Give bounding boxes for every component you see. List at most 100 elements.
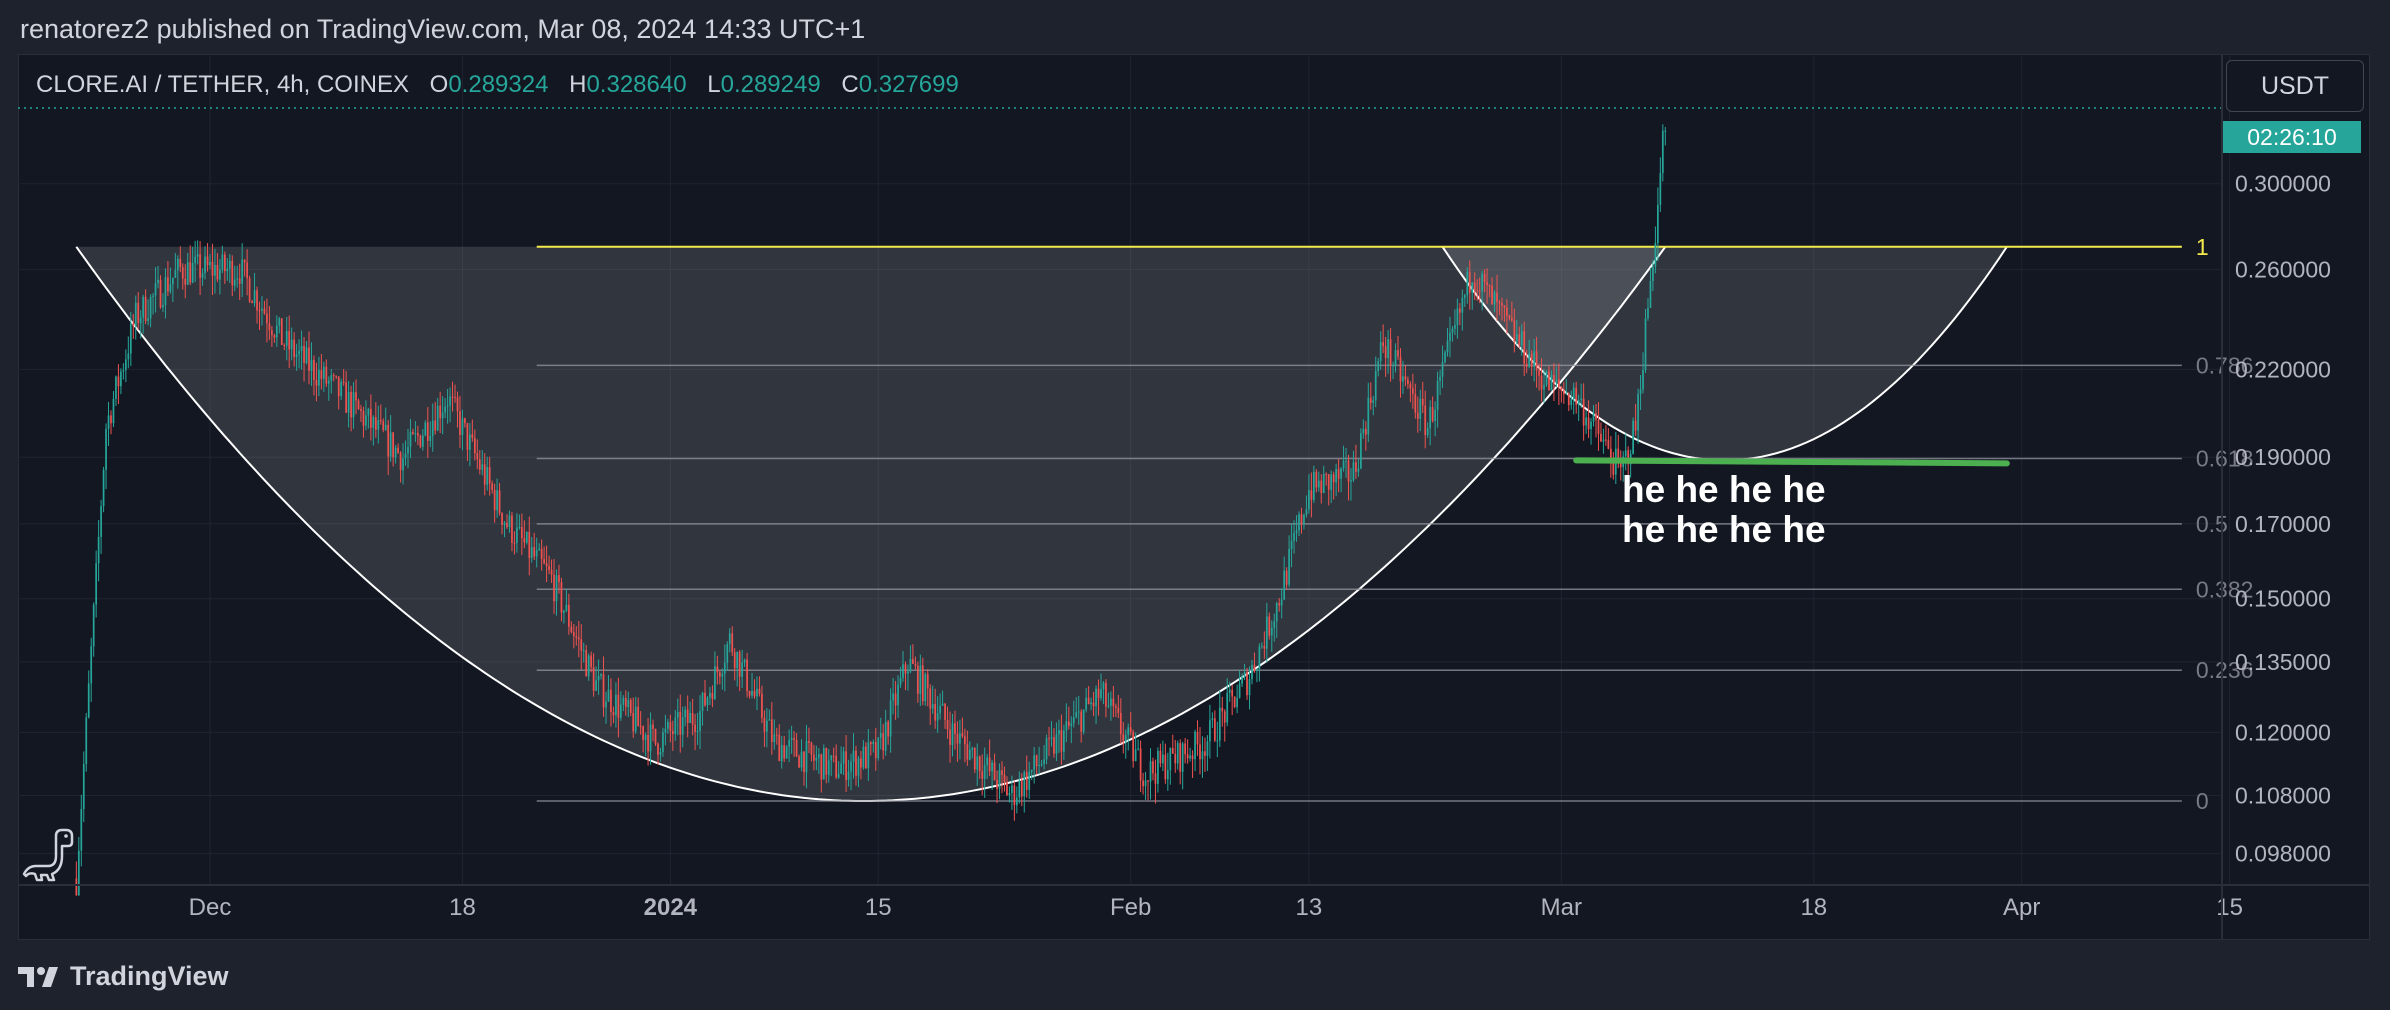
- candle-body: [852, 750, 855, 762]
- candle-body: [622, 698, 625, 705]
- candle-body: [743, 659, 746, 663]
- candle-body: [1218, 707, 1221, 741]
- x-tick-label: Dec: [189, 894, 232, 921]
- candle-body: [642, 726, 644, 741]
- candle-body: [367, 408, 370, 416]
- candle-body: [1102, 682, 1105, 690]
- candle-body: [1639, 389, 1642, 395]
- price-chart[interactable]: 1 0.786 0.618 0.5 0.382 0.236 0 0.300000 0.2600…: [0, 0, 2390, 940]
- ohlc-legend: CLORE.AI / TETHER, 4h, COINEX O0.289324 …: [36, 71, 959, 99]
- candle-body: [795, 739, 798, 757]
- candle-body: [1647, 307, 1649, 319]
- candle-body: [1632, 420, 1634, 454]
- candle-body: [862, 746, 865, 768]
- candle-body: [741, 662, 743, 677]
- candle-body: [498, 490, 501, 514]
- candle-body: [1421, 398, 1424, 406]
- candle-body: [1075, 712, 1078, 718]
- candle-body: [753, 690, 756, 697]
- candle-body: [221, 254, 224, 270]
- fib-level-label: 0.786: [2196, 352, 2254, 378]
- candle-body: [590, 655, 593, 668]
- candle-body: [92, 604, 95, 647]
- candle-body: [530, 547, 533, 558]
- candle-body: [902, 664, 904, 678]
- candle-body: [300, 345, 303, 351]
- candle-body: [1340, 468, 1342, 479]
- candle-body: [1545, 371, 1548, 385]
- x-tick-label: 18: [1800, 894, 1827, 921]
- candle-body: [1657, 204, 1659, 244]
- candle-body: [1642, 369, 1644, 390]
- candle-body: [1048, 738, 1050, 740]
- candle-body: [632, 712, 635, 732]
- candle-body: [1077, 711, 1080, 713]
- candle-body: [803, 751, 805, 773]
- candle-body: [746, 659, 748, 692]
- candle-body: [1265, 616, 1268, 649]
- candle-body: [238, 278, 241, 284]
- candle-body: [1253, 664, 1256, 672]
- candle-body: [1201, 751, 1204, 760]
- candle-body: [825, 748, 828, 775]
- candle-body: [1481, 273, 1484, 292]
- candle-body: [993, 762, 996, 781]
- candle-body: [899, 677, 902, 685]
- fib-level-label: 0.618: [2196, 446, 2254, 472]
- candle-body: [1374, 371, 1377, 401]
- x-tick-label: Mar: [1541, 894, 1582, 921]
- candle-body: [1221, 707, 1224, 712]
- y-tick-label: 0.260000: [2235, 256, 2331, 282]
- candle-body: [800, 751, 803, 768]
- candle-body: [1216, 740, 1219, 742]
- candle-body: [1147, 780, 1149, 782]
- candle-body: [518, 526, 521, 528]
- candle-body: [189, 262, 192, 283]
- candle-body: [1196, 731, 1199, 745]
- candle-body: [315, 379, 318, 386]
- candle-body: [543, 559, 545, 564]
- candle-body: [775, 734, 778, 736]
- candle-body: [597, 676, 600, 681]
- y-tick-label: 0.300000: [2235, 171, 2331, 197]
- candle-body: [196, 254, 199, 257]
- candle-body: [1020, 780, 1023, 797]
- candle-body: [1360, 433, 1362, 469]
- candle-body: [1070, 723, 1073, 726]
- candle-body: [919, 665, 922, 694]
- candle-body: [243, 259, 246, 263]
- candle-body: [1045, 738, 1048, 760]
- candle-body: [421, 435, 424, 447]
- candle-body: [308, 347, 310, 371]
- candle-body: [1186, 754, 1189, 759]
- candle-body: [191, 263, 194, 283]
- candle-body: [1213, 718, 1216, 741]
- currency-button[interactable]: USDT: [2226, 60, 2364, 112]
- candle-body: [830, 755, 833, 761]
- candle-body: [924, 674, 927, 702]
- candle-body: [770, 719, 773, 743]
- candle-body: [860, 758, 862, 768]
- candle-body: [1327, 474, 1330, 490]
- candle-body: [374, 417, 377, 430]
- candle-body: [587, 655, 590, 677]
- candle-body: [332, 375, 335, 377]
- candle-body: [659, 752, 662, 755]
- candle-body: [528, 532, 531, 558]
- candle-body: [441, 412, 444, 419]
- candle-body: [981, 771, 984, 779]
- candle-body: [545, 563, 548, 567]
- candle-body: [1122, 734, 1125, 742]
- candle-body: [241, 259, 244, 284]
- candle-body: [355, 392, 357, 401]
- candle-body: [211, 261, 214, 276]
- candle-body: [394, 447, 397, 458]
- candle-body: [926, 674, 929, 689]
- candle-body: [360, 408, 362, 411]
- candle-body: [1572, 387, 1575, 400]
- candle-body: [483, 464, 486, 485]
- candle-body: [1072, 717, 1075, 724]
- candle-body: [1461, 297, 1464, 313]
- tradingview-logo[interactable]: TradingView: [18, 961, 229, 992]
- chart-frame[interactable]: [18, 54, 2370, 940]
